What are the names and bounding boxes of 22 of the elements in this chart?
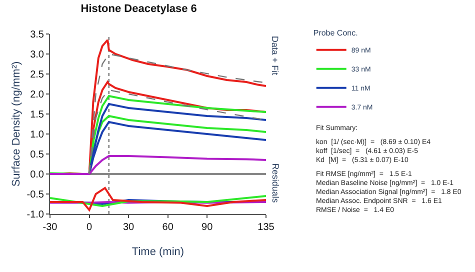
y-tick-label: 1.5 <box>30 110 44 120</box>
y-tick-label: 2.0 <box>30 90 44 100</box>
y-tick-label: -0.5 <box>26 190 44 200</box>
y-tick-label: 0.0 <box>30 170 44 180</box>
y-tick-label: -1.0 <box>26 210 44 220</box>
y-axis-title: Surface Density (ng/mm²) <box>10 61 22 187</box>
x-tick-label: -30 <box>42 222 58 233</box>
text: Residuals <box>270 163 281 204</box>
y-tick-label: 3.0 <box>30 50 44 60</box>
x-tick-label: 60 <box>162 222 174 233</box>
y-tick-label: 0.5 <box>30 150 44 160</box>
y-tick-label: 2.5 <box>30 70 44 80</box>
x-tick-label: 30 <box>122 222 135 233</box>
x-axis-title: Time (min) <box>132 246 184 258</box>
x-tick-label: 135 <box>258 222 275 233</box>
chart-title: Histone Deacetylase 6 <box>80 2 197 15</box>
x-tick-label: 0 <box>86 222 92 233</box>
y-tick-label: 3.5 <box>30 30 44 40</box>
text: Data + Fit <box>270 36 280 76</box>
y-tick-label: 1.0 <box>30 130 44 140</box>
x-tick-label: 90 <box>202 222 214 233</box>
legend-title: Probe Conc. <box>313 28 358 38</box>
